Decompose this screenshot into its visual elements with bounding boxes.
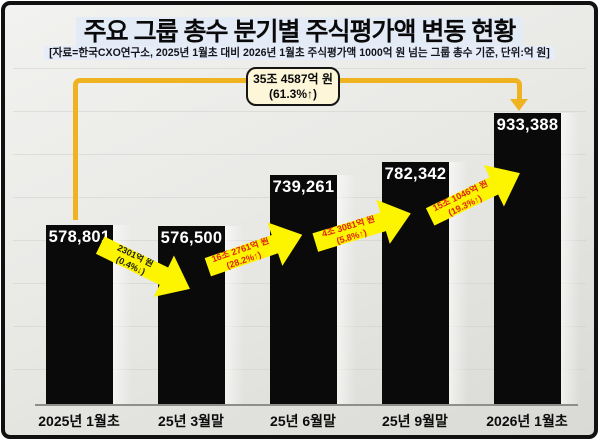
x-axis-label-2025-mar: 25년 3월말 [158,413,224,429]
bar-highlight [561,113,580,405]
bar-value-label: 782,342 [384,165,447,183]
bar-highlight [113,225,132,405]
bar-value-label: 578,801 [48,228,111,246]
bar-highlight [449,162,468,405]
bar-2025-sep: 782,342 [382,162,449,405]
x-axis-label-2025-jan: 2025년 1월초 [38,413,120,429]
chart-subtitle-row: [자료=한국CXO연구소, 2025년 1월초 대비 2026년 1월초 주식평… [5,45,594,60]
x-axis-label-2025-jun: 25년 6월말 [270,413,336,429]
bar-2026-jan: 933,388 [494,113,561,405]
chart-source-note: [자료=한국CXO연구소, 2025년 1월초 대비 2026년 1월초 주식평… [44,46,555,60]
bar-value-label: 933,388 [496,116,559,134]
bar-2025-mar: 576,500 [158,226,225,405]
bar-value-label: 739,261 [272,178,335,196]
total-change-connector-left-segment [73,101,78,220]
total-change-amount: 35조 4587억 원 [253,71,333,86]
down-arrowhead-icon [510,99,528,111]
x-axis-label-2026-jan: 2026년 1월초 [486,413,568,429]
bar-2025-jun: 739,261 [270,175,337,405]
chart-title: 주요 그룹 총수 분기별 주식평가액 변동 현황 [75,17,524,47]
page-title: 주요 그룹 총수 분기별 주식평가액 변동 현황 [5,12,594,48]
x-axis-line [35,404,578,406]
x-axis-label-2025-sep: 25년 9월말 [382,413,448,429]
total-change-callout: 35조 4587억 원 (61.3%↑) [246,67,340,106]
bar-highlight [225,226,244,405]
bar-highlight [337,175,356,405]
total-change-percent: (61.3%↑) [268,86,318,101]
bar-value-label: 576,500 [160,229,223,247]
